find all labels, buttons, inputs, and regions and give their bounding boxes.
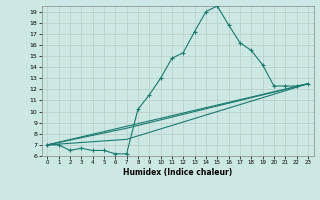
X-axis label: Humidex (Indice chaleur): Humidex (Indice chaleur) — [123, 168, 232, 177]
